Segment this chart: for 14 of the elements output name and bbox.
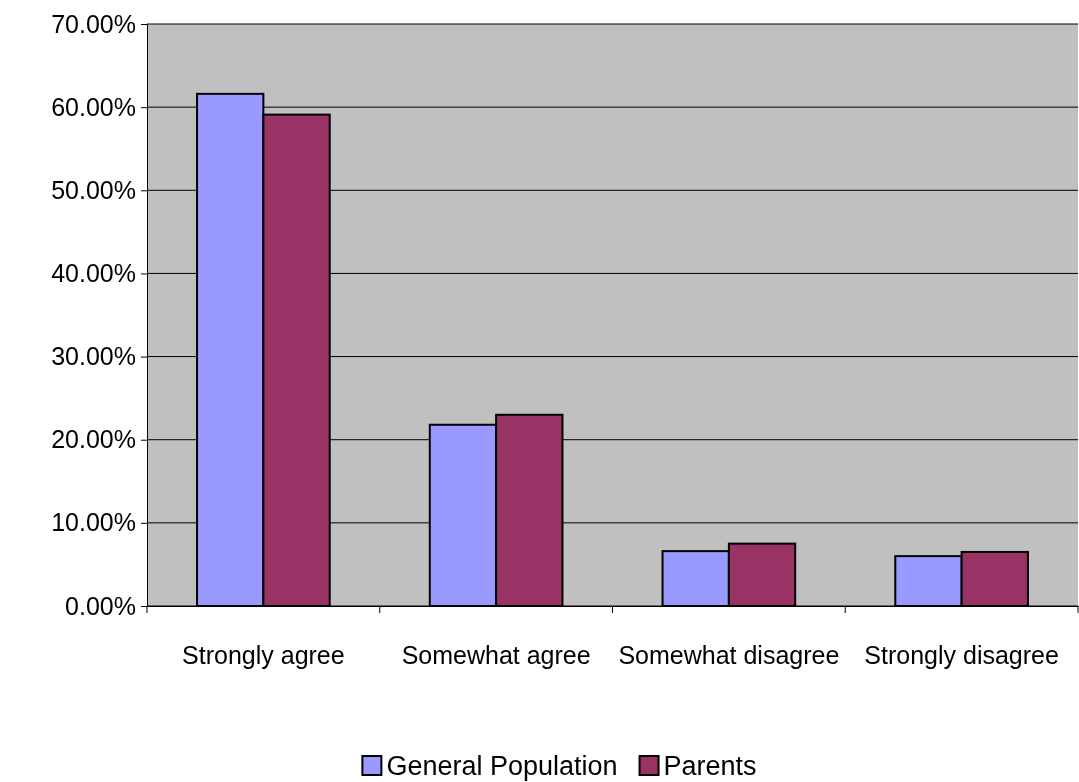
y-tick-label: 50.00% — [51, 175, 136, 204]
y-tick-label: 30.00% — [51, 342, 136, 371]
y-tick-label: 10.00% — [51, 508, 136, 537]
y-tick-label: 40.00% — [51, 258, 136, 287]
x-tick-label: Strongly agree — [182, 641, 345, 669]
x-tick-label: Somewhat disagree — [618, 641, 840, 669]
legend-label: General Population — [386, 751, 618, 781]
y-tick-label: 70.00% — [51, 9, 136, 38]
y-tick-label: 0.00% — [65, 591, 136, 620]
x-tick-label: Somewhat agree — [401, 641, 591, 669]
y-tick-label: 20.00% — [51, 425, 136, 454]
y-tick-label: 60.00% — [51, 92, 136, 121]
x-tick-label: Strongly disagree — [864, 641, 1059, 669]
legend-label: Parents — [663, 751, 757, 781]
